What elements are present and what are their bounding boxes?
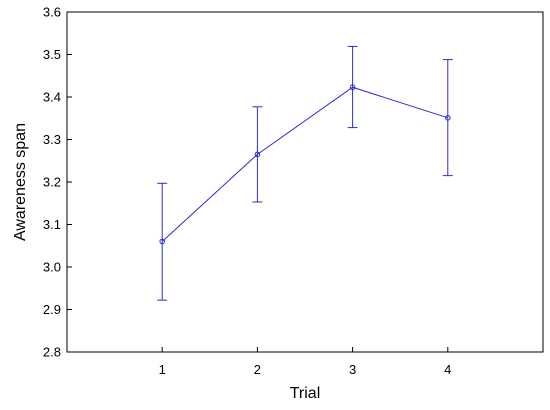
x-axis-ticks: 1 2 3 4	[159, 347, 451, 377]
y-tick-label: 3.6	[43, 5, 61, 20]
data-point	[349, 84, 356, 91]
y-tick-label: 2.8	[43, 345, 61, 360]
x-tick-label: 4	[444, 362, 451, 377]
y-axis-title: Awareness span	[12, 123, 29, 241]
y-tick-label: 3.4	[43, 90, 61, 105]
y-tick-label: 3.5	[43, 47, 61, 62]
y-tick-label: 3.0	[43, 260, 61, 275]
series-group	[157, 45, 453, 301]
data-point	[159, 238, 165, 245]
y-axis-ticks: 2.8 2.9 3.0 3.1 3.2 3.3 3.4 3.5 3.6	[43, 5, 72, 360]
plot-frame	[66, 11, 544, 353]
x-tick-label: 3	[349, 362, 356, 377]
y-tick-label: 2.9	[43, 302, 61, 317]
x-axis-title: Trial	[290, 385, 321, 402]
x-tick-label: 1	[159, 362, 166, 377]
y-tick-label: 3.2	[43, 175, 61, 190]
series-line	[161, 86, 448, 242]
data-point	[445, 115, 451, 121]
data-point	[254, 151, 261, 158]
y-tick-label: 3.1	[43, 217, 61, 232]
x-tick-label: 2	[254, 362, 261, 377]
y-tick-label: 3.3	[43, 132, 61, 147]
